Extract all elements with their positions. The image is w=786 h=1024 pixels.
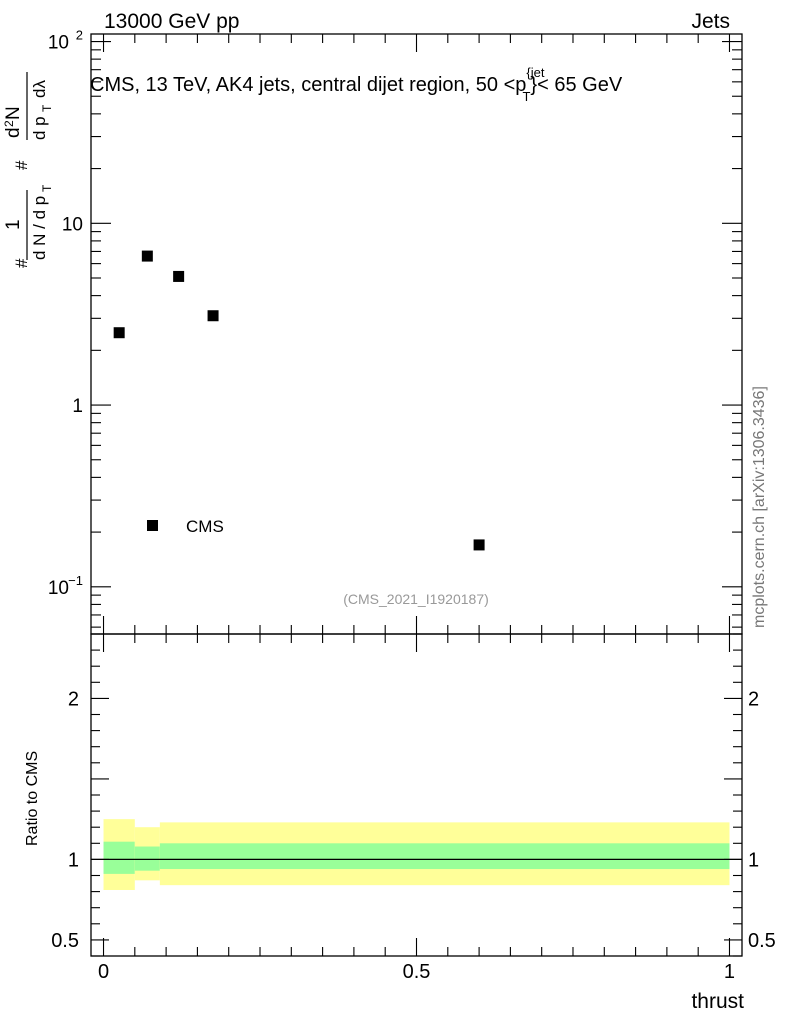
plot-title: CMS, 13 TeV, AK4 jets, central dijet reg… [90,65,623,104]
main-plot-frame [90,33,743,635]
data-point [173,270,185,282]
y-tick-label: 2 [68,688,79,710]
header-left: 13000 GeV pp [104,10,239,33]
svg-text:#: # [12,258,31,268]
svg-text:T: T [40,184,54,192]
x-tick-label: 1 [724,961,735,983]
legend-label-cms: CMS [186,517,224,536]
uncertainty-band-inner [103,841,135,874]
y-tick-label-exponent: −1 [68,573,83,588]
data-point [473,539,485,551]
y-tick-label: 10 [48,33,69,54]
watermark: mcplots.cern.ch [arXiv:1306.3436] [751,386,768,628]
data-point [141,250,153,262]
svg-text:T: T [40,104,54,112]
y-tick-label: 1 [72,396,83,417]
svg-text:d N / d p: d N / d p [30,196,49,260]
y-tick-label: 1 [68,849,79,871]
main-y-axis-label: # 1 d N / d p T # d 2 N d p T dλ [2,72,54,268]
svg-text:2: 2 [2,120,16,127]
x-tick-label: 0.5 [403,961,431,983]
data-point [113,327,125,339]
legend-marker-cms [147,520,158,531]
y-tick-label-right: 2 [748,688,759,710]
uncertainty-band-inner [159,843,730,870]
y-tick-label: 10 [62,214,83,235]
y-tick-label-exponent: 2 [76,28,83,43]
uncertainty-band-inner [134,846,160,871]
x-tick-label: 0 [98,961,109,983]
header-right: Jets [691,10,730,33]
data-point [207,310,219,322]
analysis-id: (CMS_2021_I1920187) [343,591,489,607]
svg-text:d: d [3,127,24,138]
svg-text:d p: d p [30,116,49,140]
y-tick-label: 0.5 [51,930,79,952]
svg-text:1: 1 [3,219,24,230]
y-tick-label: 10 [48,578,69,599]
svg-text:N: N [3,106,24,120]
x-axis-title: thrust [691,990,744,1013]
svg-text:dλ: dλ [30,80,49,98]
svg-text:#: # [12,160,31,170]
ratio-plot-frame [90,633,743,957]
ratio-y-axis-label: Ratio to CMS [24,751,41,846]
y-tick-label-right: 1 [748,849,759,871]
y-tick-label-right: 0.5 [748,930,776,952]
